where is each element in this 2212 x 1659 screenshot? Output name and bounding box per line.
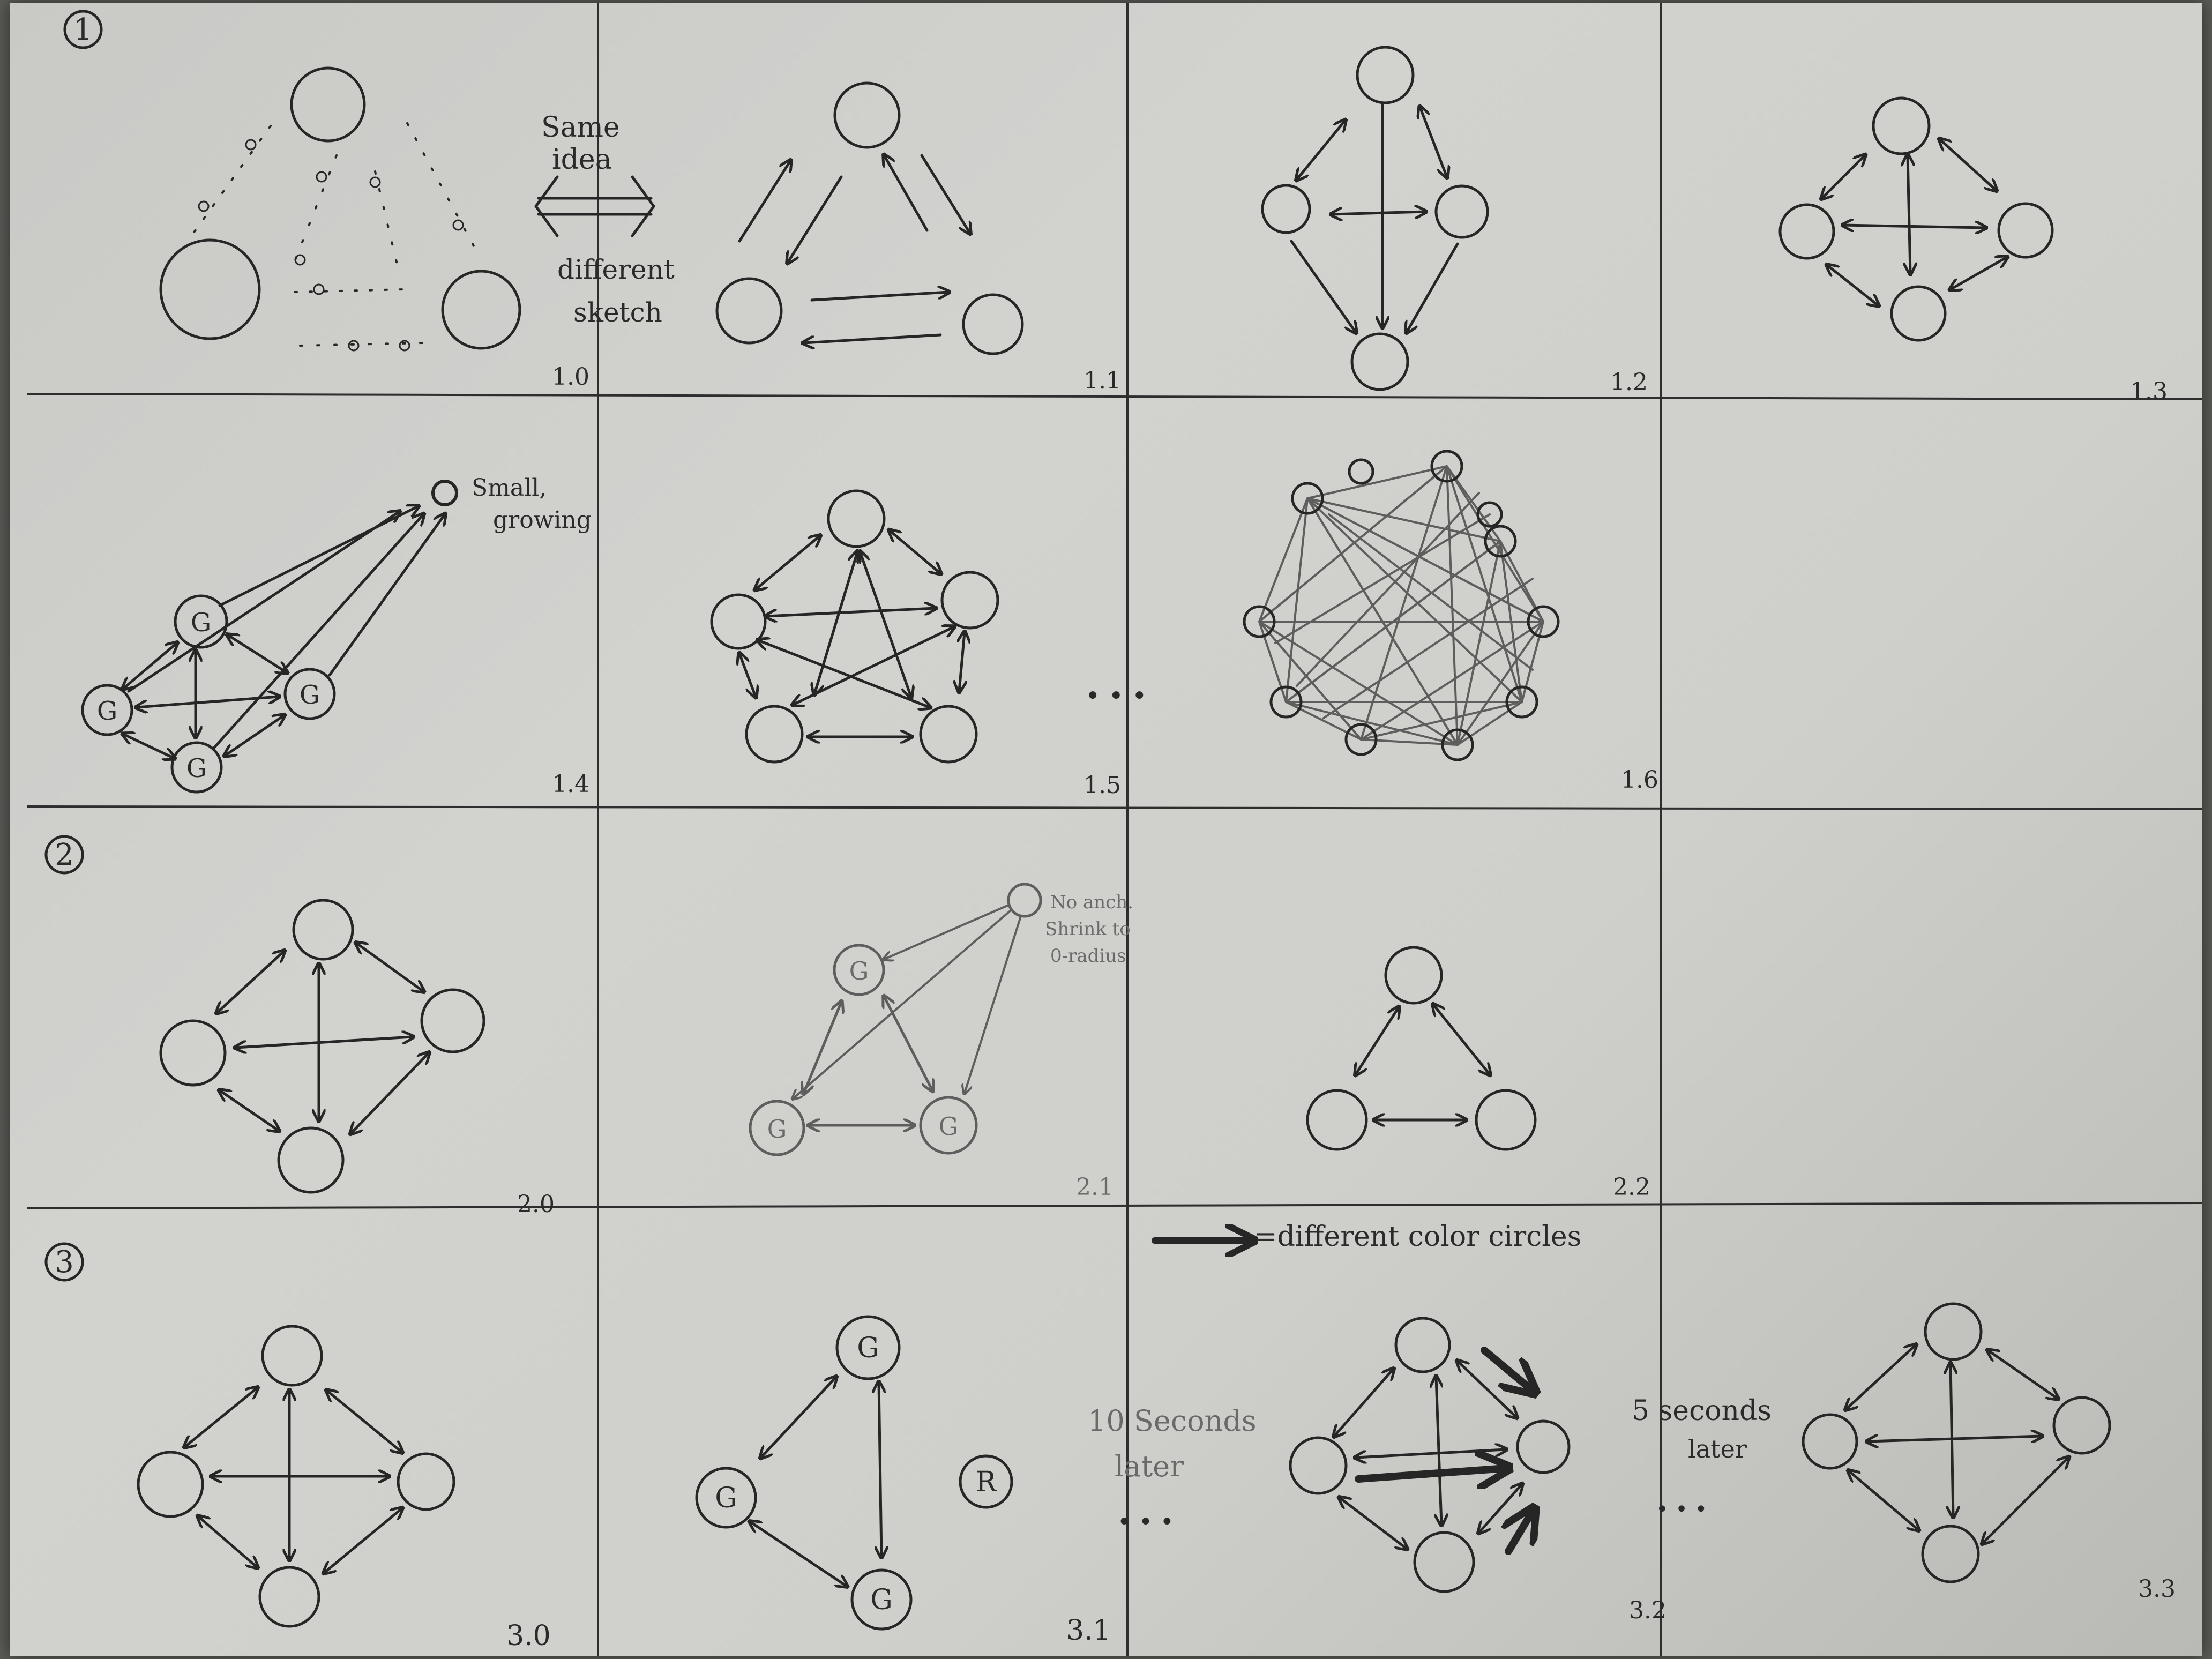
no-anchor-line-2: Shrink to bbox=[1045, 918, 1131, 940]
frame-labels: 1.0 1.1 1.2 1.3 1.4 1.5 1.6 2.0 2.1 2.2 … bbox=[506, 363, 2176, 1652]
frame-1-1-sketch bbox=[715, 81, 1024, 355]
section-label-1: 1 bbox=[73, 12, 93, 47]
node-label-g: G bbox=[186, 753, 207, 783]
no-anchor-line-3: 0-radius bbox=[1050, 945, 1126, 967]
different-sketch-line-2: sketch bbox=[573, 297, 662, 328]
grid-h-3 bbox=[26, 1202, 2203, 1209]
ten-seconds-line-1: 10 Seconds bbox=[1088, 1404, 1257, 1438]
frame-label-1-3: 1.3 bbox=[2130, 378, 2168, 405]
five-seconds-line-2: later bbox=[1688, 1434, 1747, 1463]
node-label-g: G bbox=[849, 956, 869, 985]
section-label-3: 3 bbox=[55, 1245, 74, 1280]
different-sketch-line-1: different bbox=[557, 254, 675, 285]
frame-label-1-6: 1.6 bbox=[1621, 766, 1658, 794]
double-arrow-icon bbox=[534, 175, 655, 237]
node-label-g: G bbox=[939, 1112, 959, 1141]
section-marker-2: 2 bbox=[44, 835, 84, 875]
frame-1-0-sketch bbox=[159, 66, 521, 352]
frame-2-1-sketch: G G G No anch. Shrink to 0-radius bbox=[749, 883, 1133, 1156]
node-label-g: G bbox=[191, 608, 211, 638]
small-growing-line-1: Small, bbox=[472, 474, 547, 502]
frame-2-2-sketch bbox=[1306, 946, 1537, 1151]
five-seconds-line-1: 5 seconds bbox=[1632, 1395, 1772, 1427]
frame-1-4-sketch: G G G G Small, growing bbox=[81, 474, 592, 794]
grid-lines bbox=[26, 3, 2203, 1656]
frame-1-6-sketch bbox=[1243, 450, 1560, 761]
frame-3-0-sketch bbox=[137, 1325, 455, 1628]
anchor-node bbox=[1007, 883, 1042, 918]
frame-label-3-3: 3.3 bbox=[2138, 1575, 2176, 1603]
frame-3-1-sketch: G G G R bbox=[695, 1315, 1013, 1631]
no-anchor-line-1: No anch. bbox=[1050, 892, 1133, 913]
grid-h-1 bbox=[26, 393, 2203, 400]
frame-1-5-sketch: • • • bbox=[710, 489, 1147, 764]
frame-label-3-0: 3.0 bbox=[506, 1620, 551, 1652]
legend-text: =different color circles bbox=[1254, 1221, 1581, 1253]
legend: =different color circles bbox=[1152, 1221, 1581, 1253]
section-marker-1: 1 bbox=[63, 10, 103, 49]
frame-1-2-sketch bbox=[1261, 46, 1489, 391]
frame-label-1-4: 1.4 bbox=[552, 771, 589, 798]
small-growing-line-2: growing bbox=[493, 506, 592, 534]
frame-label-1-5: 1.5 bbox=[1083, 772, 1121, 799]
ten-seconds-line-2: later bbox=[1115, 1449, 1184, 1483]
node-label-g: G bbox=[857, 1332, 879, 1364]
same-idea-line-2: idea bbox=[552, 144, 612, 176]
same-idea-line-1: Same bbox=[541, 111, 620, 144]
node-label-r: R bbox=[975, 1466, 997, 1498]
frame-label-1-1: 1.1 bbox=[1083, 367, 1121, 394]
frame-3-2-sketch: 10 Seconds later • • • bbox=[1088, 1317, 1571, 1593]
frame-3-3-sketch: 5 seconds later • • • bbox=[1632, 1302, 2111, 1583]
node-label-g: G bbox=[767, 1115, 787, 1144]
frame-2-0-sketch bbox=[159, 899, 485, 1194]
ellipsis-3: • • • bbox=[1117, 1508, 1174, 1536]
ellipsis-4: • • • bbox=[1656, 1497, 1707, 1522]
section-label-2: 2 bbox=[55, 838, 74, 872]
frame-label-1-0: 1.0 bbox=[552, 363, 589, 391]
frame-label-2-2: 2.2 bbox=[1613, 1174, 1650, 1201]
node-label-g: G bbox=[97, 696, 117, 726]
section-marker-3: 3 bbox=[44, 1242, 84, 1282]
node-label-g: G bbox=[870, 1584, 893, 1616]
same-idea-note: Same idea different sketch bbox=[534, 111, 675, 328]
node-label-g: G bbox=[300, 680, 320, 710]
ellipsis-1: • • • bbox=[1085, 681, 1147, 711]
grid-h-2 bbox=[26, 805, 2203, 810]
frame-label-3-1: 3.1 bbox=[1066, 1615, 1111, 1647]
frame-label-3-2: 3.2 bbox=[1629, 1597, 1667, 1624]
frame-label-1-2: 1.2 bbox=[1610, 369, 1648, 396]
small-growing-node bbox=[431, 480, 458, 506]
frame-1-3-sketch bbox=[1778, 96, 2054, 342]
frame-label-2-1: 2.1 bbox=[1076, 1174, 1114, 1201]
frame-label-2-0: 2.0 bbox=[517, 1191, 555, 1218]
node-label-g: G bbox=[715, 1482, 737, 1514]
